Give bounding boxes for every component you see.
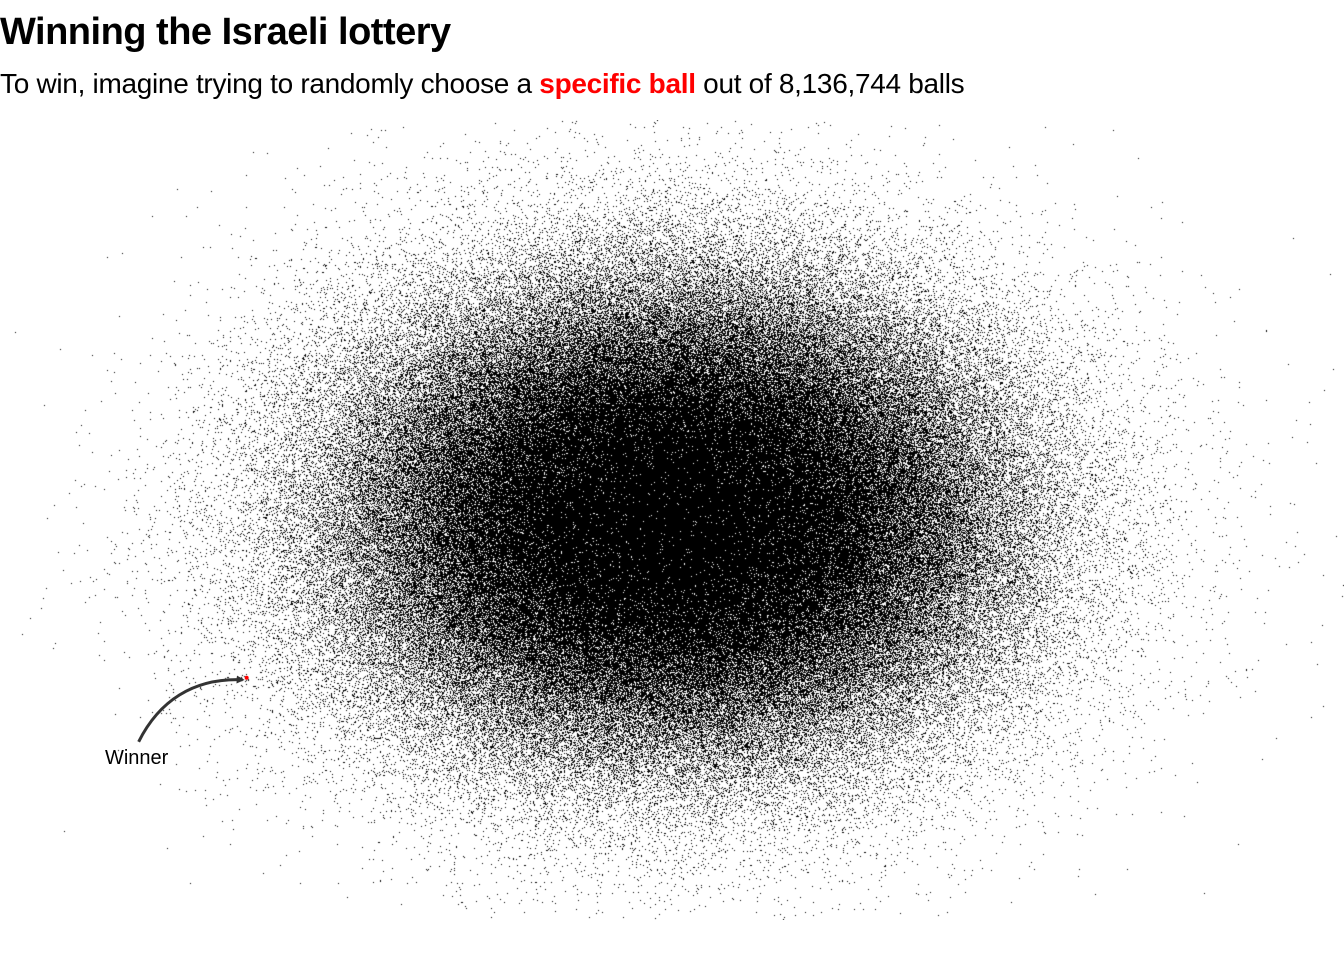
scatter-points-cloud — [0, 120, 1344, 920]
scatter-plot-area: Winner — [0, 120, 1344, 920]
winner-label: Winner — [105, 747, 169, 769]
winner-point — [244, 675, 249, 680]
winner-annotation-layer: Winner — [105, 675, 249, 769]
winner-arrow — [137, 675, 245, 743]
subtitle-text-before: To win, imagine trying to randomly choos… — [0, 68, 540, 99]
subtitle-text-after: out of 8,136,744 balls — [695, 68, 965, 99]
chart-subtitle: To win, imagine trying to randomly choos… — [0, 64, 965, 104]
subtitle-highlight: specific ball — [539, 68, 696, 99]
chart-title: Winning the Israeli lottery — [0, 11, 451, 53]
